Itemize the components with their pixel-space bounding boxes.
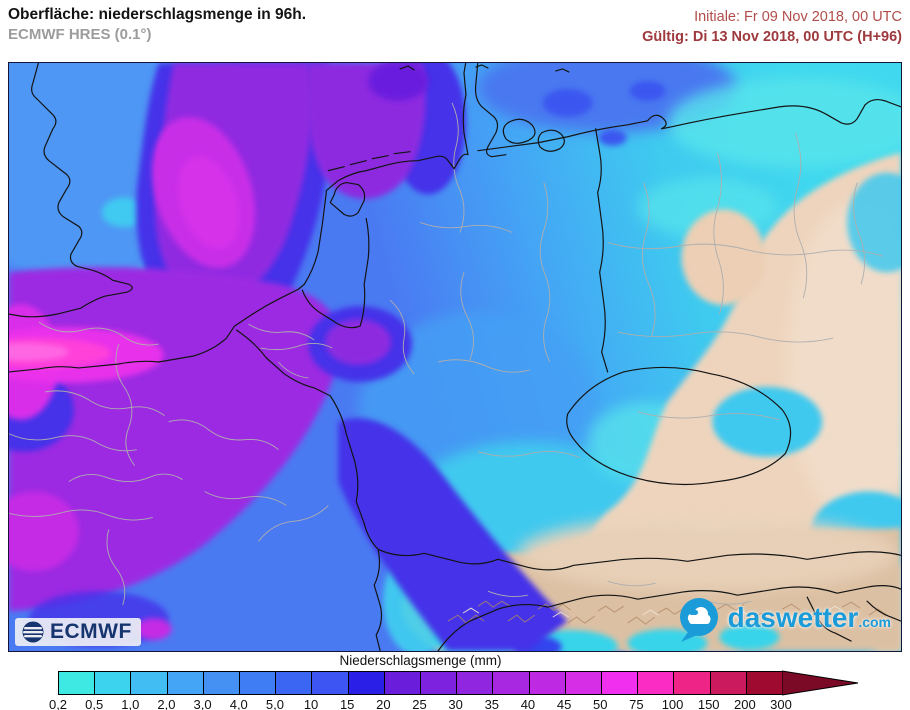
legend-tick-label: 1,0 bbox=[121, 697, 140, 710]
page-title: Oberfläche: niederschlagsmenge in 96h. bbox=[8, 6, 307, 23]
ecmwf-globe-icon bbox=[22, 621, 44, 643]
legend-segment bbox=[529, 672, 566, 694]
legend-segment bbox=[348, 672, 385, 694]
legend-tick-label: 20 bbox=[376, 697, 391, 710]
valid-time-label: Gültig: Di 13 Nov 2018, 00 UTC (H+96) bbox=[642, 29, 902, 45]
header-right: Initiale: Fr 09 Nov 2018, 00 UTC Gültig:… bbox=[642, 7, 902, 47]
legend-arrow-shape bbox=[782, 670, 859, 696]
legend-segment bbox=[384, 672, 422, 694]
legend-tick-label: 4,0 bbox=[229, 697, 248, 710]
alpine-north-border bbox=[377, 548, 901, 571]
legend-tick-label: 0,2 bbox=[48, 697, 68, 710]
legend-bar bbox=[58, 671, 783, 695]
baltic-coastline bbox=[477, 98, 901, 152]
legend-segment bbox=[746, 672, 783, 694]
legend-segment bbox=[421, 672, 458, 694]
precip-heavy-layers bbox=[9, 63, 568, 651]
legend-segment bbox=[203, 672, 241, 694]
precipitation-map: ECMWF daswetter.com bbox=[8, 62, 902, 652]
legend-tick-label: 45 bbox=[556, 697, 572, 710]
legend-tick-label: 35 bbox=[484, 697, 500, 710]
legend-tick-label: 25 bbox=[412, 697, 427, 710]
precipitation-legend: Niederschlagsmenge (mm) 0,2 0,5 1,0 2,0 3,0 4… bbox=[49, 653, 868, 710]
legend-segment bbox=[167, 672, 204, 694]
legend-tick-label: 200 bbox=[733, 697, 756, 710]
legend-arrow bbox=[782, 670, 859, 696]
init-time-label: Initiale: Fr 09 Nov 2018, 00 UTC bbox=[694, 9, 902, 25]
legend-segment bbox=[312, 672, 349, 694]
legend-tick-label: 10 bbox=[303, 697, 319, 710]
daswetter-tld: .com bbox=[858, 614, 891, 630]
legend-segment bbox=[131, 672, 168, 694]
czech-border bbox=[566, 366, 792, 486]
legend-tick-label: 15 bbox=[339, 697, 355, 710]
alps-highlight-texture bbox=[462, 605, 844, 618]
legend-ticks: 0,2 0,5 1,0 2,0 3,0 4,0 5,0 10 15 20 25 30 35 40 45 50 7… bbox=[49, 697, 792, 710]
ecmwf-logo-text: ECMWF bbox=[50, 620, 132, 643]
map-canvas bbox=[9, 63, 901, 651]
daswetter-logo-text: daswetter.com bbox=[727, 602, 891, 633]
ecmwf-logo[interactable]: ECMWF bbox=[15, 618, 141, 646]
legend-segment bbox=[493, 672, 530, 694]
legend-segment bbox=[240, 672, 277, 694]
legend-tick-label: 5,0 bbox=[265, 697, 284, 710]
daswetter-cloud-bubble-icon bbox=[679, 598, 718, 642]
model-subtitle: ECMWF HRES (0.1°) bbox=[8, 26, 152, 43]
legend-segment bbox=[457, 672, 494, 694]
legend-segment bbox=[565, 672, 603, 694]
legend-segment bbox=[602, 672, 639, 694]
header-left: Oberfläche: niederschlagsmenge in 96h. E… bbox=[8, 5, 306, 45]
continental-coastline bbox=[9, 63, 469, 373]
legend-tick-label: 3,0 bbox=[193, 697, 212, 710]
legend-tick-label: 30 bbox=[448, 697, 463, 710]
legend-tick-label: 50 bbox=[593, 697, 608, 710]
coastlines-country-borders bbox=[9, 63, 901, 651]
legend-row bbox=[58, 670, 868, 696]
legend-segment bbox=[276, 672, 313, 694]
legend-tick-label: 150 bbox=[697, 697, 720, 710]
legend-segment bbox=[710, 672, 747, 694]
legend-segment bbox=[674, 672, 711, 694]
legend-title: Niederschlagsmenge (mm) bbox=[339, 653, 502, 668]
legend-segment bbox=[95, 672, 132, 694]
legend-tick-label: 2,0 bbox=[157, 697, 176, 710]
legend-tick-label: 75 bbox=[629, 697, 644, 710]
legend-tick-label: 0,5 bbox=[85, 697, 104, 710]
legend-segment bbox=[59, 672, 96, 694]
legend-segment bbox=[638, 672, 675, 694]
daswetter-logo[interactable]: daswetter.com bbox=[677, 597, 891, 643]
uk-coastline bbox=[9, 63, 133, 318]
legend-tick-label: 100 bbox=[661, 697, 684, 710]
legend-tick-label: 300 bbox=[770, 697, 792, 710]
admin-borders bbox=[9, 102, 884, 606]
legend-tick-label: 40 bbox=[520, 697, 536, 710]
